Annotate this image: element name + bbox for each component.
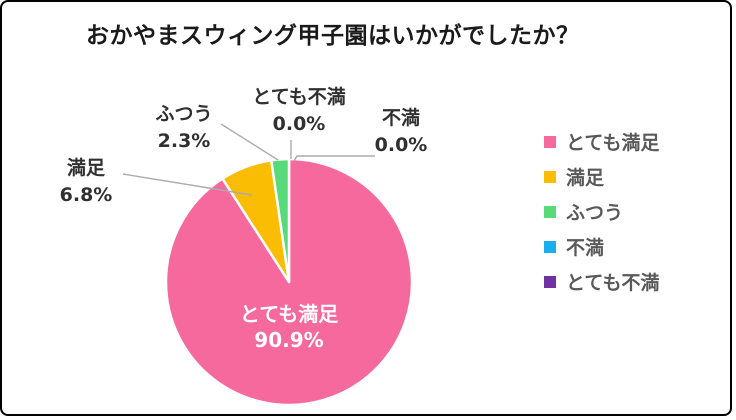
legend-item-manzoku: 満足 bbox=[544, 159, 659, 194]
legend-swatch-icon bbox=[544, 240, 556, 253]
slice-label-fuman: 不満 0.0% bbox=[375, 105, 428, 159]
legend-label: 不満 bbox=[566, 237, 605, 259]
legend: とても満足 満足 ふつう 不満 とても不満 bbox=[544, 124, 659, 299]
slice-label-totemo-manzoku-name: とても満足 bbox=[239, 302, 339, 326]
legend-label: とても満足 bbox=[566, 132, 660, 154]
legend-item-futsuu: ふつう bbox=[544, 194, 659, 229]
legend-item-totemo-fuman: とても不満 bbox=[544, 264, 659, 299]
slice-label-futsuu-pct: 2.3% bbox=[157, 130, 211, 152]
leader-line-futsuu bbox=[220, 123, 279, 161]
slice-label-manzoku-name: 満足 bbox=[66, 157, 106, 179]
legend-item-totemo-manzoku: とても満足 bbox=[544, 124, 659, 159]
legend-label: ふつう bbox=[566, 202, 624, 224]
slice-label-futsuu: ふつう 2.3% bbox=[155, 101, 212, 155]
leader-lines bbox=[122, 123, 375, 196]
slice-label-totemo-manzoku: とても満足 90.9% bbox=[240, 301, 338, 353]
leader-line-fuman bbox=[293, 155, 375, 162]
legend-item-fuman: 不満 bbox=[544, 229, 659, 264]
pie-chart bbox=[122, 123, 414, 407]
chart-title: おかやまスウィング甲子園はいかがでしたか？ bbox=[86, 23, 580, 49]
leader-line-manzoku bbox=[122, 173, 253, 196]
legend-swatch-icon bbox=[544, 135, 556, 148]
pie-slices bbox=[164, 157, 414, 407]
slice-label-totemo-fuman: とても不満 0.0% bbox=[252, 84, 345, 138]
legend-swatch-icon bbox=[544, 170, 556, 183]
slice-label-fuman-name: 不満 bbox=[381, 107, 421, 129]
slice-label-manzoku-pct: 6.8% bbox=[59, 184, 113, 206]
legend-swatch-icon bbox=[544, 275, 556, 288]
slice-label-fuman-pct: 0.0% bbox=[374, 134, 428, 156]
legend-swatch-icon bbox=[544, 205, 556, 218]
slice-label-totemo-manzoku-pct: 90.9% bbox=[254, 328, 324, 352]
legend-label: 満足 bbox=[566, 167, 605, 189]
legend-label: とても不満 bbox=[566, 272, 660, 294]
slice-label-totemo-fuman-name: とても不満 bbox=[252, 86, 346, 108]
slice-label-manzoku: 満足 6.8% bbox=[60, 155, 113, 209]
pie-slice-2 bbox=[270, 157, 291, 284]
slice-label-totemo-fuman-pct: 0.0% bbox=[272, 113, 326, 135]
slice-label-futsuu-name: ふつう bbox=[155, 103, 213, 125]
